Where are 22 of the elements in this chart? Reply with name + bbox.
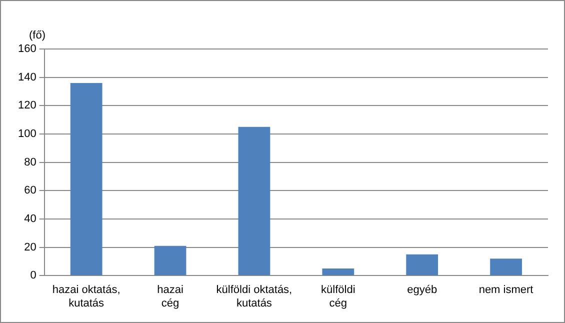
bar bbox=[490, 258, 522, 276]
y-tick-label: 100 bbox=[18, 128, 36, 140]
bar bbox=[322, 268, 354, 276]
x-tick-label: külföldi cég bbox=[321, 284, 356, 310]
x-tick-label: külföldi oktatás, kutatás bbox=[216, 284, 292, 310]
y-tick-label: 120 bbox=[18, 100, 36, 112]
y-tick-label: 60 bbox=[24, 184, 36, 197]
x-tick-label: nem ismert bbox=[478, 284, 534, 296]
y-tick-label: 20 bbox=[24, 241, 36, 254]
y-tick-label: 160 bbox=[18, 43, 36, 56]
y-axis-title: (fő) bbox=[29, 30, 46, 42]
x-tick-label: hazai oktatás, kutatás bbox=[52, 284, 120, 310]
bar bbox=[406, 254, 438, 276]
y-tick-label: 0 bbox=[30, 270, 36, 282]
x-tick-label: egyéb bbox=[407, 284, 438, 296]
y-tick-label: 40 bbox=[24, 212, 36, 225]
y-tick-label: 80 bbox=[24, 156, 36, 168]
bar bbox=[70, 82, 102, 276]
x-tick-label: hazai cég bbox=[157, 284, 184, 310]
bar bbox=[154, 246, 186, 276]
bar bbox=[238, 126, 270, 276]
y-tick-label: 140 bbox=[18, 71, 36, 84]
